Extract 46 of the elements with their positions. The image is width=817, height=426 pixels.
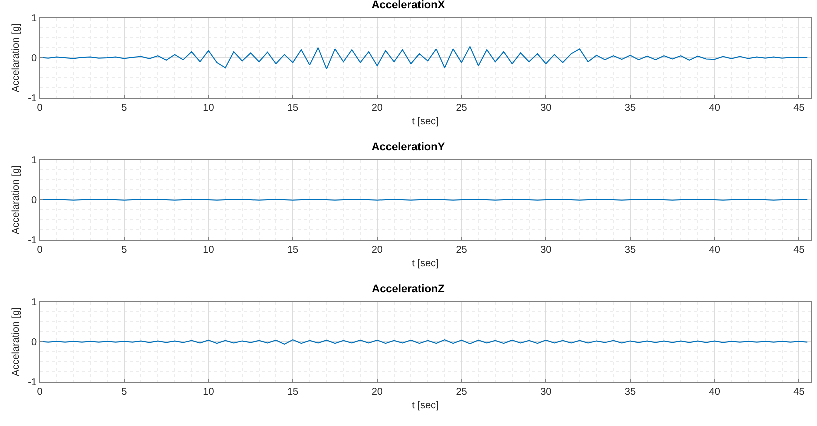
x-tick-label: 40 bbox=[709, 245, 721, 256]
x-tick-label: 10 bbox=[203, 103, 215, 114]
x-tick-label: 30 bbox=[540, 245, 552, 256]
y-tick-label: 0 bbox=[31, 338, 38, 348]
line-series bbox=[40, 46, 808, 70]
y-axis-title: Accelaration [g] bbox=[11, 23, 22, 92]
x-tick-label: 40 bbox=[709, 103, 721, 114]
x-tick-label: 25 bbox=[456, 245, 468, 256]
x-tick-label: 15 bbox=[287, 103, 300, 114]
x-tick-label: 20 bbox=[372, 103, 384, 114]
x-tick-label: 10 bbox=[203, 387, 215, 398]
y-tick-label: -1 bbox=[28, 94, 38, 104]
x-tick-label: 30 bbox=[540, 103, 552, 114]
y-tick-label: 1 bbox=[31, 156, 38, 166]
y-tick-label: 0 bbox=[31, 54, 38, 64]
chart-title: AccelerationY bbox=[372, 141, 446, 154]
x-tick-label: 20 bbox=[372, 245, 384, 256]
x-tick-label: 20 bbox=[372, 387, 384, 398]
x-tick-label: 30 bbox=[540, 387, 552, 398]
chart-title: AccelerationX bbox=[372, 0, 446, 12]
y-tick-label: 0 bbox=[31, 196, 38, 206]
y-tick-label: 1 bbox=[31, 14, 38, 24]
y-axis-title: Accelaration [g] bbox=[11, 165, 22, 234]
x-tick-label: 5 bbox=[122, 387, 128, 398]
x-tick-label: 35 bbox=[624, 245, 636, 256]
x-tick-label: 45 bbox=[794, 103, 806, 114]
x-tick-label: 40 bbox=[709, 387, 721, 398]
chart-title: AccelerationZ bbox=[372, 283, 446, 296]
x-tick-label: 45 bbox=[794, 245, 806, 256]
y-tick-label: -1 bbox=[28, 236, 38, 246]
x-tick-label: 25 bbox=[456, 387, 468, 398]
x-tick-label: 15 bbox=[287, 245, 300, 256]
x-tick-label: 15 bbox=[287, 387, 300, 398]
x-tick-label: 35 bbox=[624, 387, 636, 398]
x-axis-title: t [sec] bbox=[412, 400, 440, 412]
x-tick-label: 5 bbox=[122, 245, 128, 256]
x-axis-title: t [sec] bbox=[412, 116, 440, 128]
x-tick-label: 45 bbox=[794, 387, 806, 398]
y-tick-label: 1 bbox=[31, 298, 38, 308]
x-tick-label: 25 bbox=[456, 103, 468, 114]
x-tick-label: 35 bbox=[624, 103, 636, 114]
y-axis-title: Accelaration [g] bbox=[11, 307, 22, 376]
x-axis-title: t [sec] bbox=[412, 258, 440, 270]
y-tick-label: -1 bbox=[28, 378, 38, 388]
x-tick-label: 10 bbox=[203, 245, 215, 256]
x-tick-label: 5 bbox=[122, 103, 128, 114]
